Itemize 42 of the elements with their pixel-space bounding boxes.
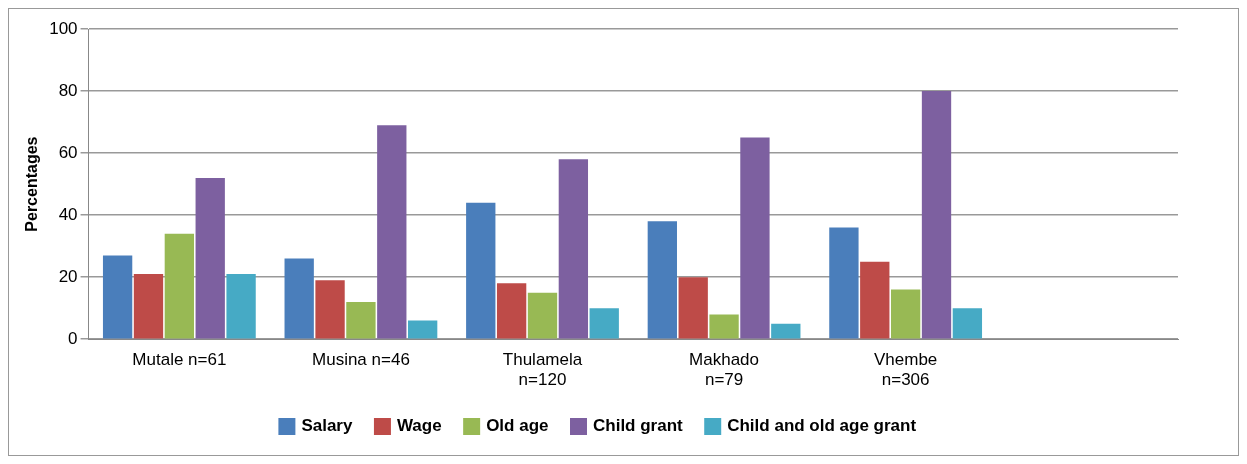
bar (771, 323, 801, 339)
y-tick-label: 20 (58, 266, 78, 286)
bar (226, 274, 256, 339)
bar (860, 261, 890, 339)
bar (133, 274, 164, 339)
legend-label: Child grant (592, 416, 684, 436)
bar (890, 289, 921, 339)
legend-label: Wage (396, 416, 442, 436)
x-tick-label: Musina n=46 (312, 350, 410, 370)
legend-label: Salary (301, 416, 353, 436)
legend-label: Old age (486, 416, 549, 436)
bar (377, 125, 407, 339)
bar (921, 91, 952, 339)
y-tick-label: 80 (58, 80, 78, 100)
legend-label: Child and old age grant (727, 416, 917, 436)
x-tick-label: Thulamela n=120 (502, 350, 583, 390)
y-tick-label: 60 (58, 142, 78, 162)
bar (496, 283, 527, 339)
bar (195, 177, 225, 339)
bar (346, 301, 376, 339)
bar (740, 137, 770, 339)
bar (589, 308, 619, 339)
bar (284, 258, 314, 339)
bar (527, 292, 558, 339)
bar (558, 159, 589, 339)
y-tick-label: 40 (58, 204, 78, 224)
bar (315, 280, 345, 339)
x-tick-label: Makhado n=79 (689, 350, 760, 390)
bar (164, 233, 195, 339)
bar (952, 308, 983, 339)
bar (829, 227, 859, 339)
x-tick-label: Mutale n=61 (132, 350, 227, 370)
bar (647, 221, 677, 339)
bar (408, 320, 438, 339)
x-tick-label: Vhembe n=306 (873, 350, 938, 390)
y-tick-label: 100 (49, 18, 78, 38)
bar (709, 314, 739, 339)
bar (678, 277, 708, 339)
bar (466, 202, 496, 339)
y-axis-title: Percentages (23, 136, 41, 232)
y-tick-label: 0 (68, 328, 78, 348)
bar (102, 255, 133, 339)
